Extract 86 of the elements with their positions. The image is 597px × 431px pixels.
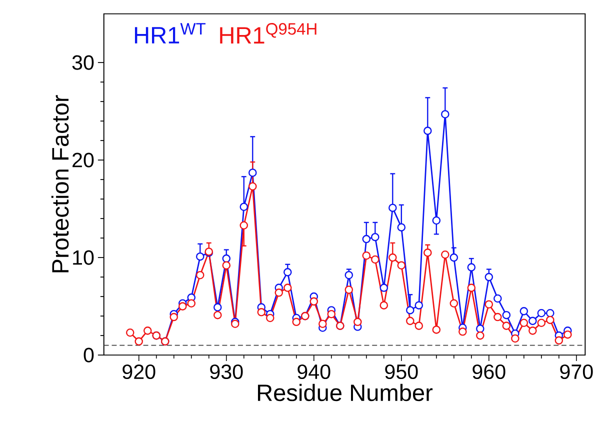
- x-tick-label: 920: [122, 364, 156, 380]
- point: [380, 284, 388, 292]
- point: [414, 322, 424, 330]
- point: [502, 322, 511, 330]
- text: HR1$^{Q954H}$: [220, 23, 316, 44]
- point: [441, 250, 450, 259]
- point: [528, 316, 537, 326]
- point: [240, 202, 248, 211]
- y-axis-title: Protection Factor: [51, 95, 69, 272]
- y-tick-label: 0: [84, 348, 94, 362]
- point: [344, 286, 354, 294]
- point: [318, 320, 327, 328]
- point: [554, 336, 564, 345]
- point: [502, 310, 511, 320]
- point: [484, 272, 494, 282]
- point: [388, 204, 397, 212]
- point: [528, 326, 537, 335]
- point: [362, 251, 371, 260]
- point: [196, 270, 204, 280]
- point: [248, 182, 257, 191]
- x-axis-title: Residue Number: [258, 384, 433, 402]
- point: [126, 328, 134, 337]
- point: [266, 314, 274, 322]
- point: [257, 308, 266, 316]
- point: [292, 318, 301, 326]
- point: [187, 299, 196, 308]
- point: [388, 253, 397, 262]
- point: [274, 288, 284, 297]
- point: [441, 110, 450, 118]
- point: [196, 252, 204, 261]
- point: [371, 232, 380, 242]
- text: HR1$^{WT}$: [134, 23, 206, 44]
- point: [476, 331, 484, 340]
- x-tick-label: 940: [298, 364, 330, 380]
- y-tick-label: 30: [72, 55, 94, 70]
- point: [414, 301, 424, 310]
- point: [170, 312, 178, 322]
- point: [397, 261, 406, 270]
- x-tick-label: 950: [385, 364, 418, 380]
- point: [213, 310, 222, 320]
- point: [424, 126, 432, 135]
- point: [484, 300, 494, 308]
- x-tick-label: 970: [560, 364, 593, 380]
- point: [397, 223, 406, 232]
- point: [564, 330, 572, 339]
- point: [354, 318, 362, 326]
- point: [222, 261, 231, 270]
- point: [432, 216, 441, 225]
- point: [537, 308, 546, 318]
- point: [240, 221, 248, 230]
- point: [432, 326, 441, 334]
- x-tick-label: 960: [472, 364, 506, 380]
- point: [511, 334, 520, 343]
- point: [546, 308, 554, 318]
- point: [344, 270, 354, 280]
- point: [222, 254, 231, 263]
- point: [476, 324, 484, 333]
- point: [248, 168, 257, 177]
- point: [520, 307, 528, 316]
- point: [406, 306, 414, 314]
- y-tick-label: 20: [72, 152, 94, 168]
- point: [450, 253, 458, 262]
- point: [371, 255, 380, 264]
- point: [283, 268, 292, 276]
- point: [406, 316, 414, 326]
- point: [213, 303, 222, 312]
- point: [537, 318, 546, 328]
- point: [310, 297, 318, 306]
- point: [494, 312, 502, 322]
- point: [178, 302, 187, 310]
- point: [424, 248, 432, 257]
- point: [283, 284, 292, 292]
- point: [494, 294, 502, 303]
- x-tick-label: 930: [210, 364, 243, 380]
- point: [520, 318, 528, 328]
- point: [327, 310, 336, 318]
- point: [134, 337, 144, 346]
- point: [546, 316, 554, 324]
- point: [380, 301, 388, 310]
- point: [143, 326, 152, 335]
- point: [467, 284, 476, 292]
- point: [467, 263, 476, 272]
- y-tick-label: 10: [73, 250, 94, 265]
- point: [450, 299, 458, 308]
- point: [362, 234, 371, 244]
- point: [458, 328, 467, 336]
